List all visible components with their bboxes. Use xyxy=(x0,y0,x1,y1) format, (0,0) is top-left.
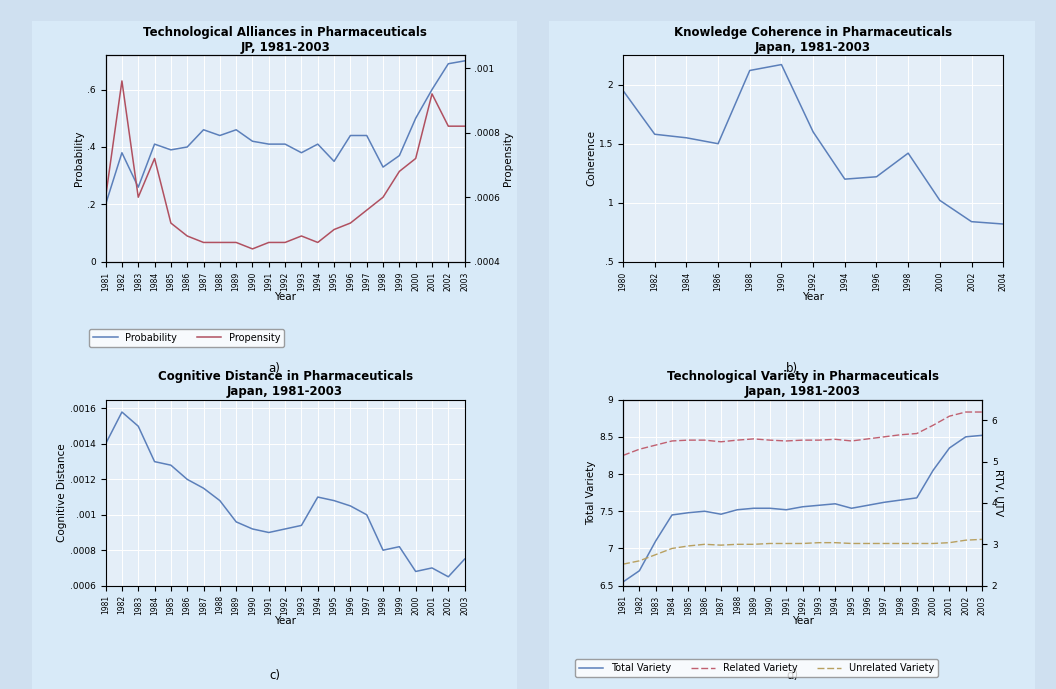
X-axis label: Year: Year xyxy=(803,292,824,302)
Legend: Probability, Propensity: Probability, Propensity xyxy=(90,329,284,347)
Unrelated Variety xyxy=(731,540,743,548)
Related Variety xyxy=(894,431,907,439)
Unrelated Variety xyxy=(910,539,923,548)
Total Variety xyxy=(894,496,907,504)
Unrelated Variety xyxy=(960,536,973,544)
Related Variety xyxy=(649,441,662,449)
Related Variety xyxy=(910,429,923,438)
Total Variety xyxy=(960,433,973,441)
Title: Cognitive Distance in Pharmaceuticals
Japan, 1981-2003: Cognitive Distance in Pharmaceuticals Ja… xyxy=(157,371,413,398)
Unrelated Variety xyxy=(748,540,760,548)
Total Variety xyxy=(748,504,760,513)
Related Variety xyxy=(731,436,743,444)
Unrelated Variety xyxy=(862,539,874,548)
Unrelated Variety xyxy=(845,539,857,548)
Total Variety xyxy=(665,511,678,519)
Total Variety xyxy=(910,494,923,502)
Y-axis label: Coherence: Coherence xyxy=(586,130,597,187)
Unrelated Variety xyxy=(943,539,956,547)
Legend: Total Variety, Related Variety, Unrelated Variety: Total Variety, Related Variety, Unrelate… xyxy=(576,659,938,677)
Related Variety xyxy=(960,408,973,416)
Total Variety xyxy=(682,508,695,517)
Text: d): d) xyxy=(786,669,798,682)
Unrelated Variety xyxy=(829,539,842,547)
Related Variety xyxy=(796,436,809,444)
Total Variety xyxy=(845,504,857,513)
Total Variety xyxy=(812,501,825,509)
Related Variety xyxy=(748,435,760,443)
Text: a): a) xyxy=(268,362,281,375)
Total Variety xyxy=(763,504,776,513)
Total Variety xyxy=(927,466,940,475)
Line: Total Variety: Total Variety xyxy=(623,435,982,582)
Total Variety xyxy=(731,506,743,514)
Y-axis label: Cognitive Distance: Cognitive Distance xyxy=(57,443,68,542)
Related Variety xyxy=(812,436,825,444)
Related Variety xyxy=(665,437,678,445)
Total Variety xyxy=(780,506,793,514)
Unrelated Variety xyxy=(812,539,825,547)
Unrelated Variety xyxy=(763,539,776,548)
X-axis label: Year: Year xyxy=(275,292,296,302)
Total Variety xyxy=(862,501,874,509)
Related Variety xyxy=(617,451,629,460)
Text: c): c) xyxy=(269,669,280,682)
Unrelated Variety xyxy=(927,539,940,548)
Line: Related Variety: Related Variety xyxy=(623,412,982,455)
Text: b): b) xyxy=(786,362,798,375)
Unrelated Variety xyxy=(633,557,645,565)
Total Variety xyxy=(976,431,988,440)
Title: Knowledge Coherence in Pharmaceuticals
Japan, 1981-2003: Knowledge Coherence in Pharmaceuticals J… xyxy=(674,26,953,54)
Related Variety xyxy=(927,421,940,429)
Y-axis label: Propensity: Propensity xyxy=(503,131,513,186)
Related Variety xyxy=(633,445,645,453)
Total Variety xyxy=(715,510,728,518)
Related Variety xyxy=(943,412,956,420)
Unrelated Variety xyxy=(649,551,662,559)
Unrelated Variety xyxy=(796,539,809,548)
Related Variety xyxy=(780,437,793,445)
Related Variety xyxy=(878,433,890,441)
Title: Technological Alliances in Pharmaceuticals
JP, 1981-2003: Technological Alliances in Pharmaceutica… xyxy=(144,26,427,54)
Total Variety xyxy=(796,503,809,511)
Total Variety xyxy=(633,566,645,575)
Unrelated Variety xyxy=(894,539,907,548)
Related Variety xyxy=(862,435,874,443)
Unrelated Variety xyxy=(617,560,629,568)
Y-axis label: Probability: Probability xyxy=(75,131,84,186)
Y-axis label: RTV, UTV: RTV, UTV xyxy=(993,469,1003,516)
Total Variety xyxy=(943,444,956,452)
Related Variety xyxy=(763,436,776,444)
Unrelated Variety xyxy=(682,542,695,550)
Unrelated Variety xyxy=(698,540,711,548)
Y-axis label: Total Variety: Total Variety xyxy=(586,460,597,525)
Total Variety xyxy=(617,578,629,586)
Total Variety xyxy=(698,507,711,515)
Related Variety xyxy=(845,437,857,445)
Related Variety xyxy=(698,436,711,444)
Title: Technological Variety in Pharmaceuticals
Japan, 1981-2003: Technological Variety in Pharmaceuticals… xyxy=(666,371,939,398)
X-axis label: Year: Year xyxy=(792,616,813,626)
Total Variety xyxy=(649,537,662,545)
Related Variety xyxy=(715,438,728,446)
Unrelated Variety xyxy=(780,539,793,548)
Total Variety xyxy=(829,500,842,508)
Unrelated Variety xyxy=(665,544,678,553)
Line: Unrelated Variety: Unrelated Variety xyxy=(623,539,982,564)
Unrelated Variety xyxy=(976,535,988,544)
Related Variety xyxy=(682,436,695,444)
X-axis label: Year: Year xyxy=(275,616,296,626)
Related Variety xyxy=(976,408,988,416)
Total Variety xyxy=(878,498,890,506)
Unrelated Variety xyxy=(878,539,890,548)
Related Variety xyxy=(829,435,842,444)
Unrelated Variety xyxy=(715,541,728,549)
